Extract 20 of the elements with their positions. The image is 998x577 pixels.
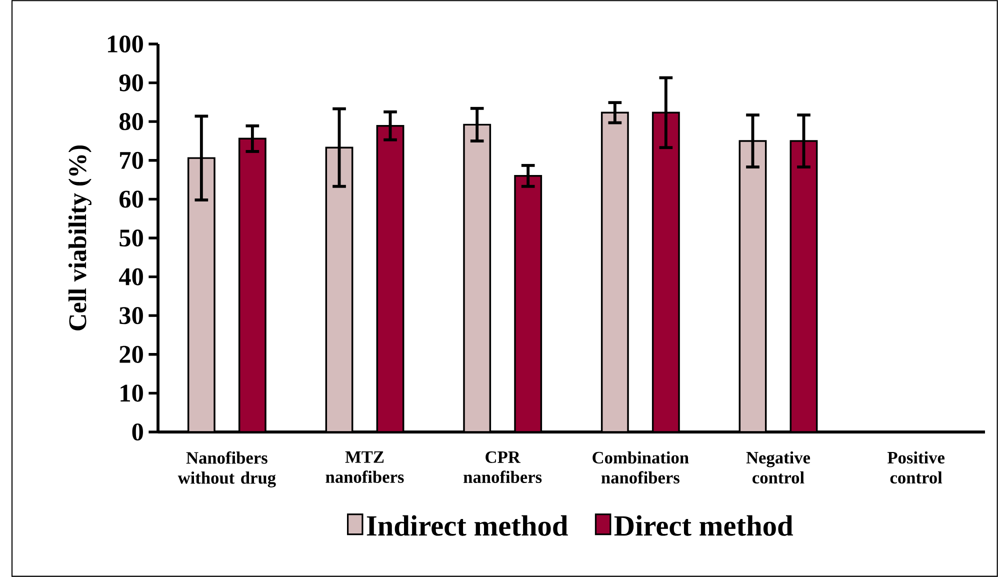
x-tick-label: Nanofibers without drug [178,451,276,488]
y-tick-label: 0 [132,423,143,441]
y-tick-label: 50 [120,229,143,247]
x-tick-label: CPR nanofibers [464,451,542,484]
legend-label: Indirect method [366,515,568,536]
legend-label: Direct method [614,515,794,536]
y-tick-label: 40 [118,268,143,286]
x-tick-label: Combination nanofibers [592,451,689,484]
x-tick-label: MTZ nanofibers [326,451,404,483]
y-tick-label: 90 [119,74,143,92]
x-tick-label: Positive control [887,451,945,484]
y-tick-label: 60 [119,190,143,208]
y-tick-label: 100 [108,35,143,53]
y-tick-label: 70 [120,152,143,169]
y-tick-label: 10 [120,384,143,402]
x-tick-label: Negative control [746,451,810,484]
y-tick-label: 80 [119,113,143,130]
y-axis-title: Cell viability (%) [68,146,92,330]
y-tick-label: 20 [120,346,143,363]
y-tick-label: 30 [120,307,143,324]
